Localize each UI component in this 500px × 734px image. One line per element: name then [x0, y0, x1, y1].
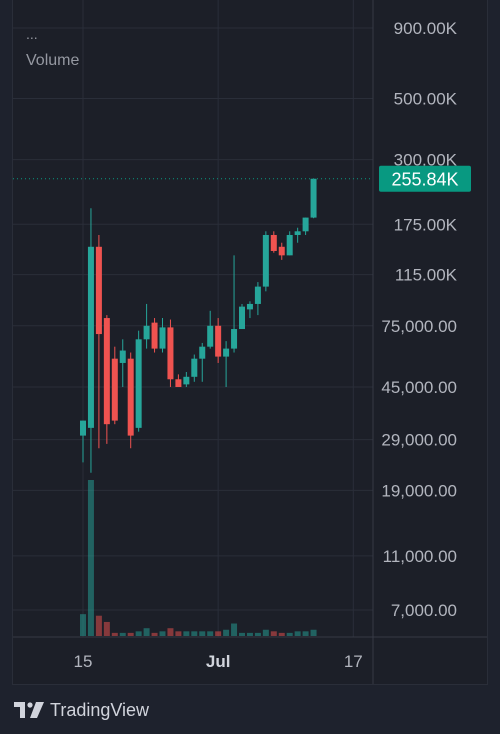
y-tick-label: 175.00K: [394, 215, 458, 234]
candle-body: [207, 325, 214, 347]
volume-bar: [191, 631, 198, 636]
candle-body: [239, 306, 245, 330]
x-tick-label: 15: [74, 652, 93, 671]
candle-body: [270, 234, 277, 251]
candle-body: [135, 339, 142, 428]
candle-body: [231, 329, 238, 349]
volume-bar: [246, 632, 253, 636]
volume-bar: [167, 628, 174, 636]
y-tick-label: 19,000.00: [381, 481, 457, 500]
candle-body: [143, 325, 150, 340]
volume-bar: [294, 631, 301, 636]
current-price-tag: [379, 165, 471, 192]
y-tick-label: 11,000.00: [383, 547, 457, 566]
x-tick-label: Jul: [206, 652, 231, 671]
volume-bar: [207, 631, 214, 636]
candle-body: [119, 350, 126, 363]
x-tick-label: 17: [344, 652, 363, 671]
volume-bar: [111, 632, 118, 636]
candle-body: [127, 358, 134, 436]
tradingview-logo-text: TradingView: [50, 699, 150, 720]
volume-bar: [135, 631, 142, 636]
y-tick-label: 900.00K: [394, 19, 458, 38]
volume-bar: [127, 632, 134, 636]
y-tick-label: 29,000.00: [381, 431, 457, 450]
candle-body: [278, 246, 285, 256]
candle-body: [159, 327, 166, 349]
volume-bar: [215, 631, 222, 636]
volume-bar: [159, 631, 166, 636]
candle-body: [80, 420, 86, 436]
candle-body: [191, 358, 198, 377]
candle-body: [183, 376, 190, 385]
candle-body: [199, 346, 206, 359]
candle-body: [95, 246, 102, 335]
candle-body: [294, 231, 301, 235]
candle-body: [246, 303, 253, 310]
volume-bar: [254, 632, 261, 636]
candle-body: [151, 322, 158, 349]
y-tick-label: 115.00K: [395, 266, 458, 285]
current-price-label: 255.84K: [391, 170, 458, 190]
candle-body: [167, 327, 174, 380]
candle-body: [302, 217, 309, 232]
volume-bar: [183, 631, 190, 636]
volume-bar: [239, 632, 245, 636]
candle-body: [223, 348, 230, 357]
volume-bar: [199, 631, 206, 636]
tradingview-logo-icon: [14, 702, 44, 718]
candle-body: [87, 246, 94, 428]
volume-bar: [119, 632, 126, 636]
candle-body: [286, 234, 293, 256]
candlestick-chart[interactable]: 900.00K 500.00K 300.00K 175.00K 115.00K 75,00…: [13, 0, 487, 684]
volume-bar: [143, 628, 150, 636]
candle-body: [111, 358, 118, 421]
volume-bar: [95, 615, 102, 636]
candle-body: [103, 318, 110, 425]
tradingview-branding[interactable]: TradingView: [14, 698, 149, 722]
volume-bar: [103, 621, 110, 636]
volume-bar: [175, 631, 182, 636]
candle-body: [254, 286, 261, 304]
candle-body: [175, 379, 182, 388]
y-tick-label: 500.00K: [394, 89, 458, 108]
legend-volume-label: Volume: [26, 52, 80, 69]
volume-bar: [87, 480, 94, 636]
candle-body: [310, 178, 317, 218]
volume-bar: [286, 632, 293, 636]
chart-panel[interactable]: 900.00K 500.00K 300.00K 175.00K 115.00K 75,00…: [12, 0, 488, 685]
volume-bar: [151, 632, 158, 636]
volume-bar: [223, 629, 230, 636]
volume-bar: [231, 623, 238, 636]
volume-bar: [310, 629, 317, 636]
volume-bar: [302, 631, 309, 636]
volume-bar: [278, 632, 285, 636]
candle-body: [262, 234, 269, 287]
y-tick-label: 300.00K: [394, 151, 458, 170]
legend-ellipsis[interactable]: ...: [26, 26, 38, 42]
y-tick-label: 7,000.00: [391, 601, 457, 620]
y-tick-label: 75,000.00: [381, 317, 457, 336]
volume-bar: [80, 614, 86, 636]
volume-bar: [270, 631, 277, 636]
volume-bar: [262, 629, 269, 636]
candle-body: [215, 325, 222, 357]
y-tick-label: 45,000.00: [381, 378, 457, 397]
